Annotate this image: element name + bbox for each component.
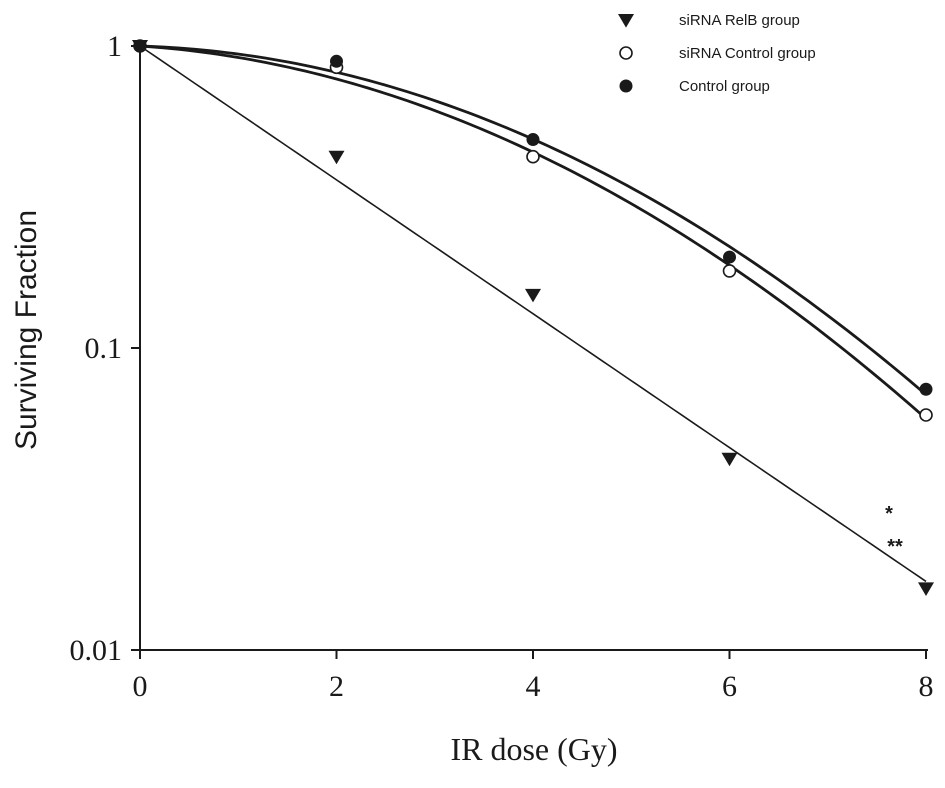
data-point-series-1 (328, 150, 345, 165)
data-points (132, 39, 934, 596)
data-point-series-1 (525, 288, 541, 303)
annotation-double-star: ** (887, 536, 903, 558)
annotation-single-star: * (885, 503, 893, 525)
ticks: 0 2 4 6 8 0.01 0.1 1 (70, 30, 934, 703)
data-point-series-3 (133, 39, 147, 53)
y-axis-title: Surviving Fraction (10, 210, 43, 450)
y-tick-label: 1 (107, 30, 122, 63)
x-axis-title: IR dose (Gy) (450, 731, 617, 767)
x-tick-label: 6 (722, 670, 737, 703)
legend-marker-series-2 (619, 46, 633, 60)
data-point-series-3 (526, 133, 540, 147)
legend-label-series-3: Control group (679, 78, 770, 95)
fit-curves (139, 44, 927, 583)
legend-marker-series-1 (618, 14, 634, 28)
fit-curve-series-1 (139, 45, 927, 583)
y-tick-label: 0.1 (85, 332, 123, 365)
axes (139, 40, 928, 651)
data-point-series-3 (330, 54, 343, 68)
data-point-series-1 (918, 582, 934, 596)
x-tick-label: 4 (526, 670, 541, 703)
data-point-series-2 (919, 408, 933, 422)
fit-curve-series-2 (139, 44, 927, 420)
fit-curve-series-3 (139, 44, 927, 396)
x-tick-label: 0 (133, 670, 148, 703)
data-point-series-2 (526, 149, 540, 164)
x-tick-label: 2 (329, 670, 344, 703)
x-tick-label: 8 (919, 670, 934, 703)
legend: siRNA RelB group siRNA Control group Contr… (618, 12, 816, 95)
data-point-series-1 (721, 452, 738, 467)
legend-marker-series-3 (619, 79, 633, 93)
data-point-series-3 (919, 382, 933, 396)
legend-label-series-1: siRNA RelB group (679, 12, 800, 29)
data-point-series-2 (722, 264, 737, 278)
y-tick-label: 0.01 (70, 634, 123, 667)
data-point-series-3 (723, 250, 736, 264)
legend-label-series-2: siRNA Control group (679, 45, 816, 62)
